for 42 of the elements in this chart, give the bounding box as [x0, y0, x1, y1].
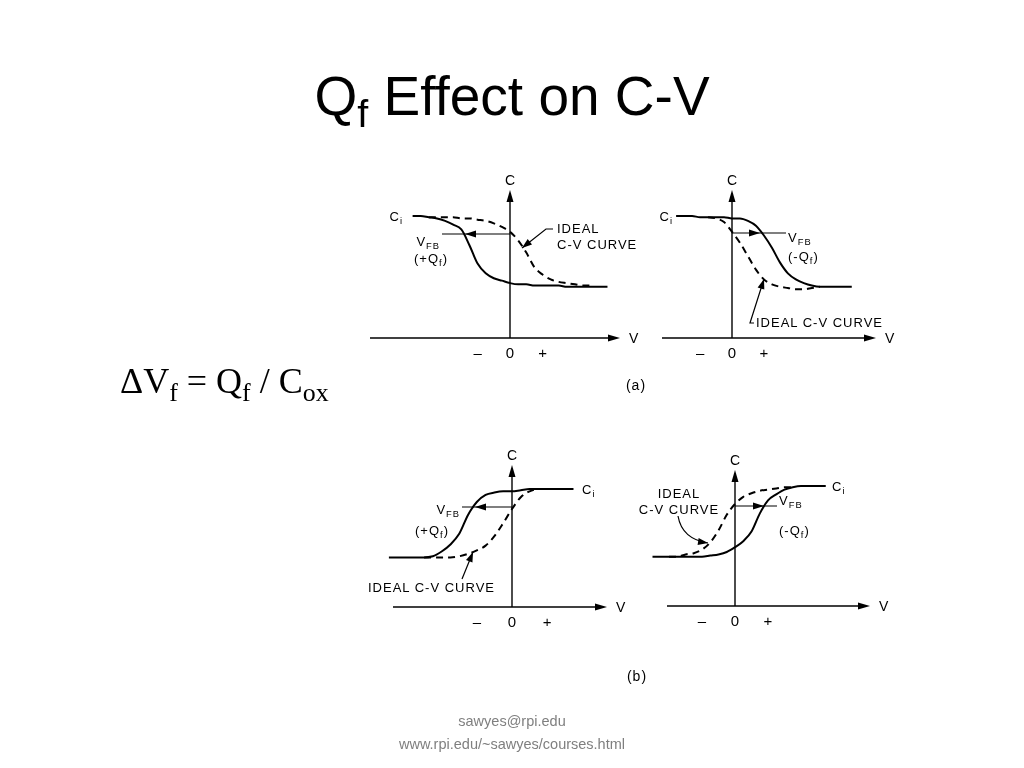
- annotation: (+Q$_{f}$): [414, 251, 448, 268]
- annotation: (+Q$_{f}$): [415, 523, 449, 540]
- x-tick-label: 0: [727, 344, 737, 361]
- annotation: (-Q$_{f}$): [779, 523, 810, 540]
- annotation: (-Q$_{f}$): [788, 249, 819, 266]
- y-axis-title: C: [504, 172, 516, 188]
- y-axis-title: C: [506, 447, 518, 463]
- x-tick-label: –: [695, 344, 705, 361]
- x-tick-label: –: [472, 613, 482, 630]
- annotation: IDEAL C-V CURVE: [368, 580, 495, 595]
- x-axis-title: V: [885, 330, 895, 346]
- annotation: V$_{FB}$: [779, 493, 803, 510]
- chart-title: Q$_{f}$ Effect on C-V: [314, 65, 710, 135]
- x-tick-label: 0: [730, 612, 740, 629]
- x-tick-label: +: [538, 344, 548, 361]
- y-axis-title: C: [726, 172, 738, 188]
- annotation: V$_{FB}$: [788, 230, 812, 247]
- annotation: IDEAL C-V CURVE: [557, 221, 638, 252]
- x-tick-label: –: [473, 344, 483, 361]
- x-tick-label: +: [759, 344, 769, 361]
- text: www.rpi.edu/~sawyes/courses.html: [397, 736, 626, 752]
- annotation: V$_{FB}$: [436, 502, 460, 519]
- text: C$_{i}$: [389, 209, 403, 226]
- x-axis-title: V: [879, 598, 889, 614]
- x-tick-label: 0: [507, 613, 517, 630]
- x-axis-title: V: [616, 599, 626, 615]
- x-tick-label: +: [763, 612, 773, 629]
- text: ΔV$_{f}$ = Q$_{f}$ / C$_{ox}$: [120, 361, 329, 407]
- text: C$_{i}$: [832, 479, 846, 496]
- text: sawyes@rpi.edu: [458, 713, 566, 729]
- annotation: IDEAL C-V CURVE: [638, 486, 720, 517]
- x-tick-label: –: [697, 612, 707, 629]
- x-tick-label: 0: [505, 344, 515, 361]
- text: (b): [626, 668, 648, 684]
- annotation: V$_{FB}$: [416, 234, 440, 251]
- x-axis-title: V: [629, 330, 639, 346]
- text: C$_{i}$: [582, 482, 596, 499]
- y-axis-title: C: [729, 452, 741, 468]
- text: (a): [625, 377, 647, 393]
- annotation: C$_{i}$: [659, 209, 673, 226]
- annotation: IDEAL C-V CURVE: [756, 315, 883, 330]
- x-tick-label: +: [542, 613, 552, 630]
